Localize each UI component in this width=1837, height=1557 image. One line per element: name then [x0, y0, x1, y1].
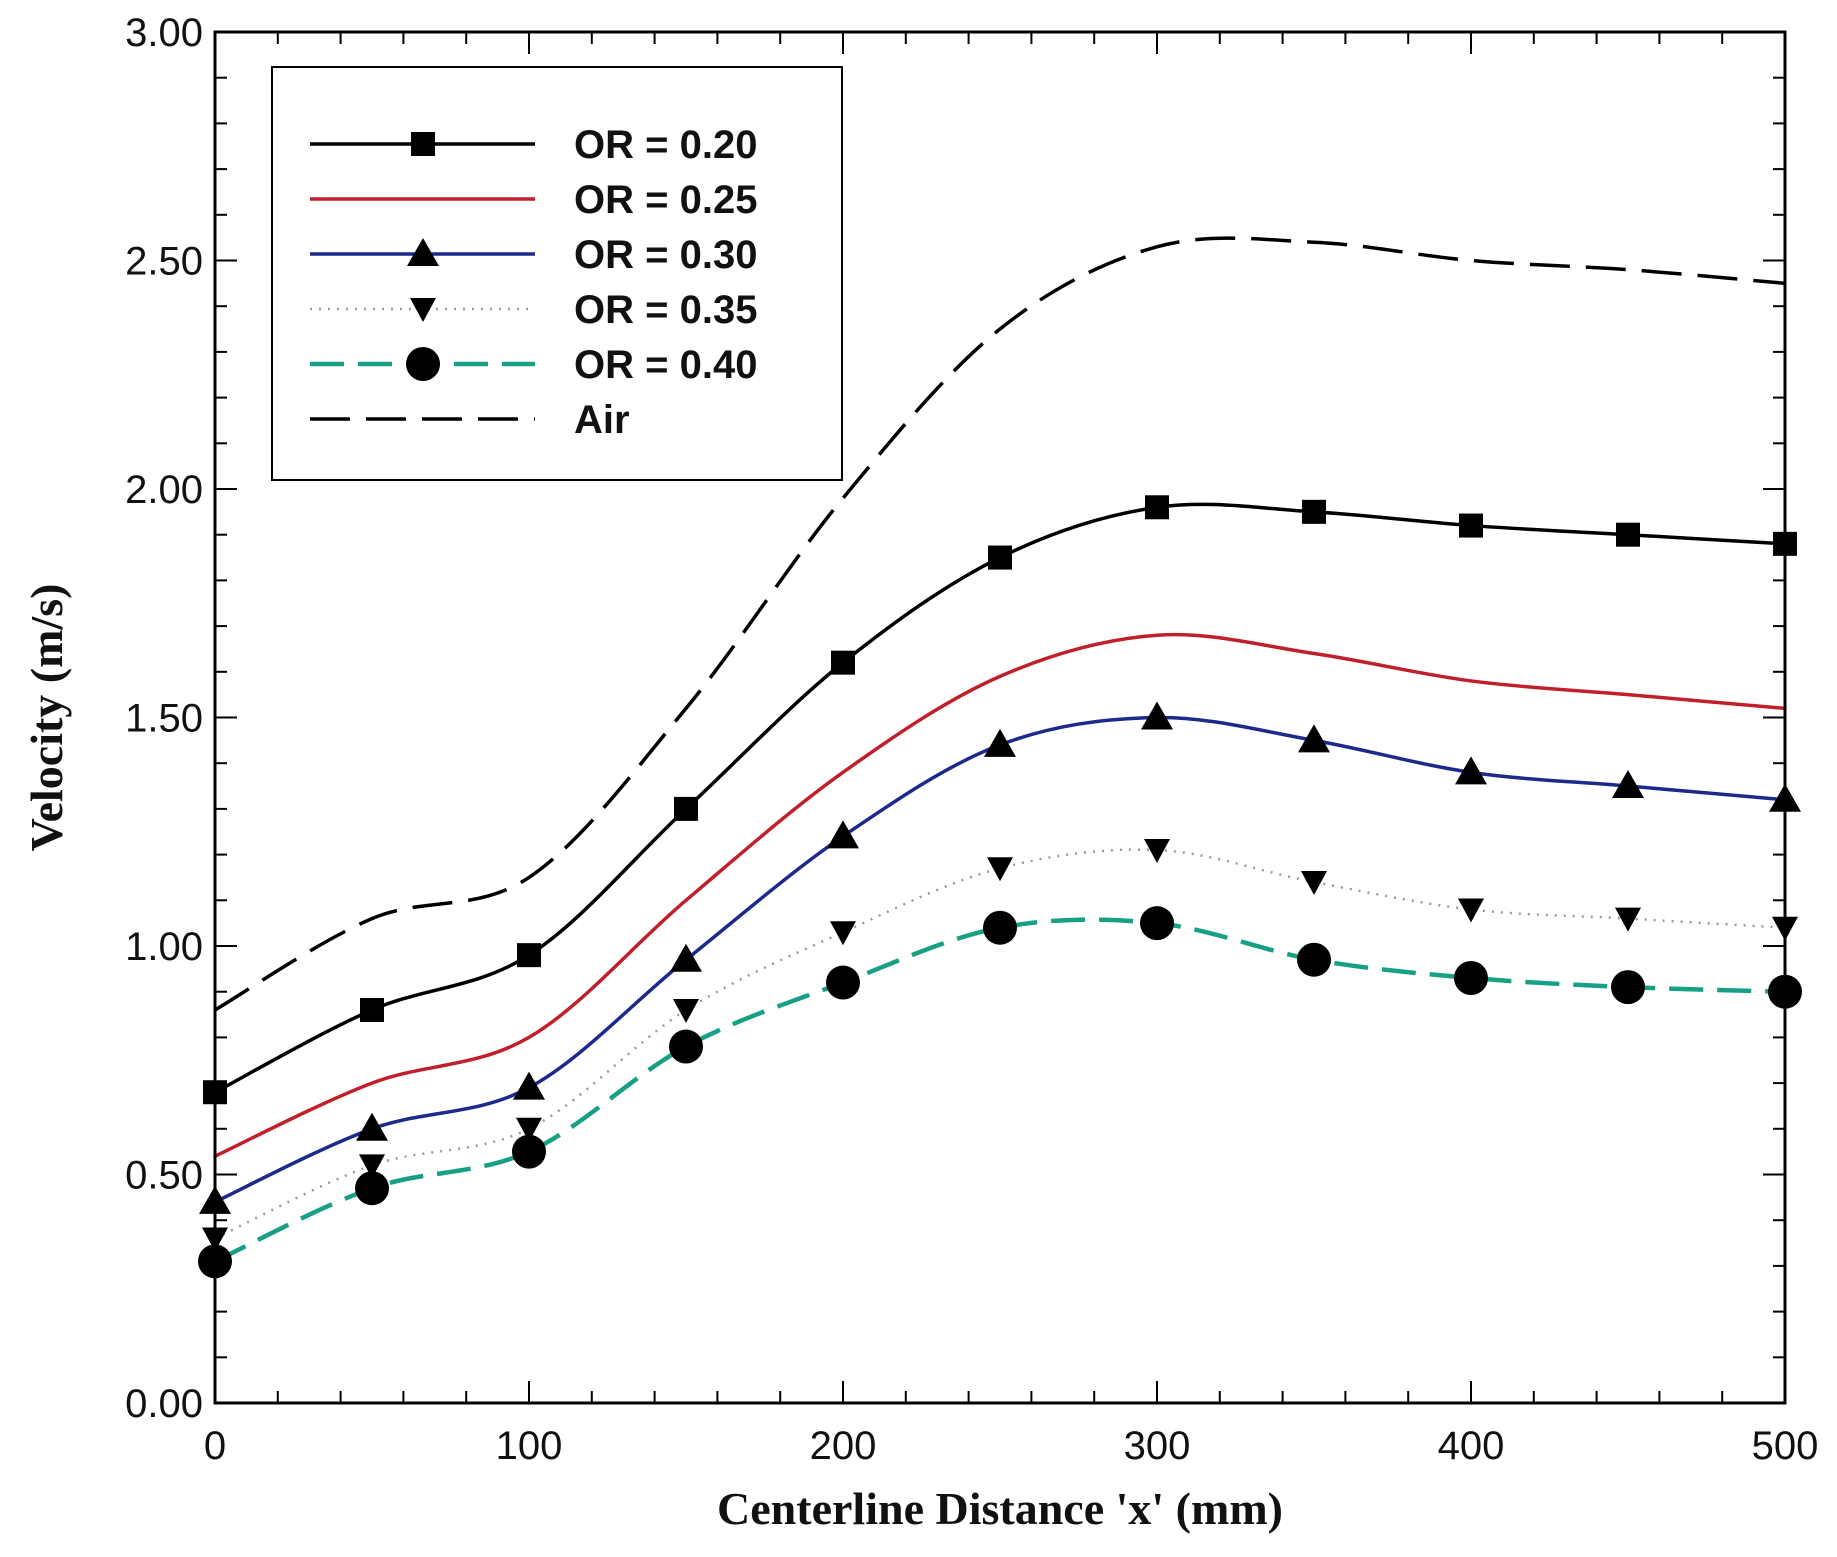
legend-box	[271, 66, 843, 481]
series-layer	[198, 236, 1802, 1279]
data-point-or-0-35	[359, 1154, 385, 1179]
data-point-or-0-20	[517, 943, 541, 968]
data-point-or-0-35	[516, 1117, 542, 1142]
series-air	[214, 236, 1786, 1012]
legend-item-air: Air	[310, 398, 630, 442]
data-point-or-0-35	[987, 857, 1013, 882]
data-point-or-0-40	[1140, 906, 1174, 941]
legend-item-or-0-30: OR = 0.30	[310, 233, 757, 277]
data-point-or-0-30	[1298, 724, 1330, 753]
legend-marker	[411, 132, 435, 156]
data-point-or-0-30	[1141, 701, 1173, 730]
data-point-or-0-20	[674, 796, 698, 821]
data-point-or-0-30	[984, 728, 1016, 757]
legend-marker	[410, 298, 436, 322]
legend-item-or-0-20: OR = 0.20	[310, 123, 757, 167]
data-point-or-0-40	[826, 965, 860, 1000]
series-or-0-20	[203, 495, 1797, 1105]
y-tick-label: 3.00	[125, 11, 203, 55]
y-tick-label: 1.50	[125, 697, 203, 741]
data-point-or-0-40	[669, 1029, 703, 1064]
ticks-layer: 0 100 200 300 400 500 0.00 0.50 1.00 1.50 2.00 2.50…	[125, 11, 1818, 1468]
x-tick-label: 500	[1752, 1424, 1819, 1468]
data-point-or-0-35	[1144, 839, 1170, 864]
data-point-or-0-30	[513, 1071, 545, 1100]
data-point-or-0-20	[1459, 513, 1483, 538]
legend-marker	[407, 238, 439, 266]
legend-item-or-0-25: OR = 0.25	[310, 178, 757, 222]
series-line-air	[214, 236, 1786, 1012]
data-point-or-0-40	[1454, 960, 1488, 995]
data-point-or-0-30	[670, 943, 702, 972]
data-point-or-0-40	[1611, 970, 1645, 1005]
legend-label: OR = 0.20	[574, 123, 757, 167]
y-axis-title: Velocity (m/s)	[21, 584, 72, 852]
x-tick-label: 0	[204, 1424, 226, 1468]
data-point-or-0-35	[1301, 871, 1327, 896]
legend-label: OR = 0.25	[574, 178, 757, 222]
y-tick-label: 0.50	[125, 1154, 203, 1198]
y-tick-label: 2.00	[125, 468, 203, 512]
data-point-or-0-40	[512, 1134, 546, 1169]
data-point-or-0-40	[1297, 942, 1331, 977]
legend: OR = 0.20 OR = 0.25 OR = 0.30 OR = 0.35 OR =…	[271, 66, 843, 481]
legend-label: OR = 0.40	[574, 343, 757, 387]
data-point-or-0-35	[1458, 898, 1484, 923]
data-point-or-0-30	[1612, 770, 1644, 799]
legend-label: Air	[574, 398, 630, 442]
series-line-or-0-35	[214, 848, 1786, 1240]
series-or-0-30	[199, 701, 1801, 1214]
x-tick-label: 200	[810, 1424, 877, 1468]
series-line-or-0-25	[213, 632, 1787, 1158]
data-point-or-0-35	[1615, 907, 1641, 932]
x-tick-label: 400	[1438, 1424, 1505, 1468]
data-point-or-0-20	[1145, 495, 1169, 520]
data-point-or-0-20	[1302, 499, 1326, 524]
data-point-or-0-20	[1616, 522, 1640, 547]
legend-label: OR = 0.30	[574, 233, 757, 277]
data-point-or-0-40	[983, 910, 1017, 945]
data-point-or-0-30	[356, 1112, 388, 1141]
series-or-0-35	[202, 839, 1798, 1252]
x-tick-label: 300	[1124, 1424, 1191, 1468]
x-tick-label: 100	[496, 1424, 563, 1468]
series-line-or-0-40	[214, 917, 1786, 1264]
data-point-or-0-40	[355, 1171, 389, 1206]
series-or-0-40	[198, 906, 1802, 1279]
data-point-or-0-30	[1455, 756, 1487, 785]
data-point-or-0-30	[827, 820, 859, 849]
x-axis-title: Centerline Distance 'x' (mm)	[717, 1483, 1283, 1534]
data-point-or-0-35	[673, 998, 699, 1023]
legend-item-or-0-35: OR = 0.35	[310, 288, 757, 332]
legend-marker	[406, 347, 440, 381]
legend-item-or-0-40: OR = 0.40	[310, 343, 757, 387]
data-point-or-0-20	[360, 997, 384, 1022]
data-point-or-0-20	[831, 650, 855, 675]
series-or-0-25	[213, 632, 1787, 1158]
y-tick-label: 2.50	[125, 240, 203, 284]
y-tick-label: 0.00	[125, 1382, 203, 1426]
y-tick-label: 1.00	[125, 925, 203, 969]
data-point-or-0-35	[830, 921, 856, 946]
series-line-or-0-20	[213, 502, 1787, 1094]
legend-label: OR = 0.35	[574, 288, 757, 332]
series-line-or-0-30	[213, 715, 1787, 1204]
data-point-or-0-20	[988, 545, 1012, 570]
